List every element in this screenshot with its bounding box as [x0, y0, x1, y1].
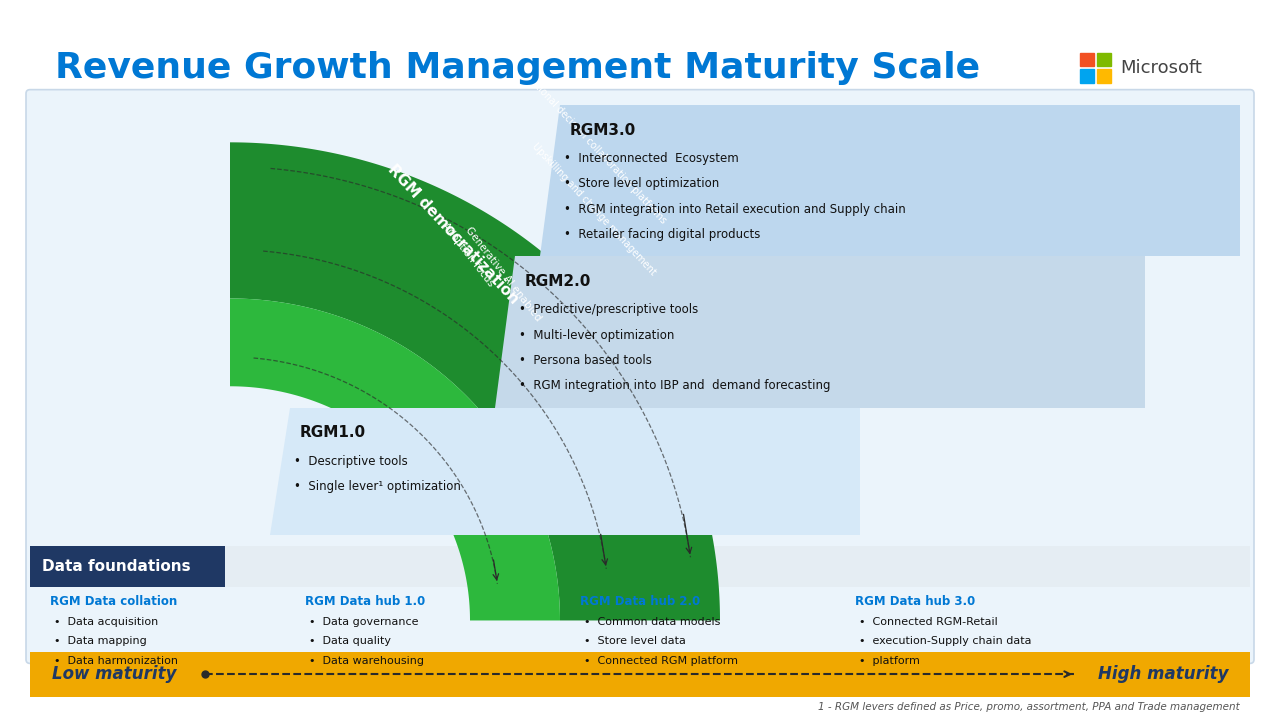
Text: RGM democratization: RGM democratization — [385, 161, 522, 307]
Text: •  Single lever¹ optimization: • Single lever¹ optimization — [294, 480, 461, 493]
Text: •  Common data models: • Common data models — [584, 616, 721, 626]
Text: Microsoft: Microsoft — [1120, 58, 1202, 76]
Text: 1 - RGM levers defined as Price, promo, assortment, PPA and Trade management: 1 - RGM levers defined as Price, promo, … — [818, 702, 1240, 712]
Text: •  Data warehousing: • Data warehousing — [308, 656, 424, 665]
Text: Upskilling and change management: Upskilling and change management — [530, 141, 658, 277]
Text: RGM3.0: RGM3.0 — [570, 123, 636, 138]
Text: •  Interconnected  Ecosystem: • Interconnected Ecosystem — [564, 152, 739, 165]
Bar — [29, 546, 225, 588]
Polygon shape — [230, 143, 719, 621]
Text: Revenue Growth Management Maturity Scale: Revenue Growth Management Maturity Scale — [55, 51, 980, 85]
Text: •  Data mapping: • Data mapping — [54, 636, 147, 646]
Text: •  execution-Supply chain data: • execution-Supply chain data — [859, 636, 1032, 646]
Text: •  RGM integration into IBP and  demand forecasting: • RGM integration into IBP and demand fo… — [518, 379, 831, 392]
Text: •  RGM integration into Retail execution and Supply chain: • RGM integration into Retail execution … — [564, 203, 906, 216]
Text: •  Retailer facing digital products: • Retailer facing digital products — [564, 228, 760, 241]
Text: RGM2.0: RGM2.0 — [525, 274, 591, 289]
Polygon shape — [540, 105, 1240, 256]
Text: •  Data quality: • Data quality — [308, 636, 390, 646]
Text: •  Store level optimization: • Store level optimization — [564, 177, 719, 191]
Bar — [1097, 69, 1111, 83]
Polygon shape — [230, 299, 561, 621]
Polygon shape — [270, 408, 860, 534]
Text: •  Data harmonization: • Data harmonization — [54, 656, 178, 665]
Text: •  Store level data: • Store level data — [584, 636, 686, 646]
Text: •  Persona based tools: • Persona based tools — [518, 354, 652, 367]
Text: •  Data governance: • Data governance — [308, 616, 419, 626]
Bar — [1080, 69, 1094, 83]
Bar — [1097, 53, 1111, 66]
Text: Data foundations: Data foundations — [42, 559, 191, 575]
Text: Cross-functional decision collaboration platforms: Cross-functional decision collaboration … — [498, 44, 668, 225]
Bar — [1080, 53, 1094, 66]
Bar — [29, 546, 1251, 588]
Text: Adoption focus: Adoption focus — [440, 221, 495, 289]
Text: RGM Data hub 2.0: RGM Data hub 2.0 — [580, 595, 700, 608]
Text: •  Connected RGM platform: • Connected RGM platform — [584, 656, 739, 665]
Text: Generative AI enabled: Generative AI enabled — [463, 225, 543, 323]
Polygon shape — [495, 256, 1146, 408]
Bar — [29, 652, 1251, 696]
Text: •  Multi-lever optimization: • Multi-lever optimization — [518, 329, 675, 342]
Text: High maturity: High maturity — [1097, 665, 1228, 683]
Text: •  Data acquisition: • Data acquisition — [54, 616, 159, 626]
Text: •  Predictive/prescriptive tools: • Predictive/prescriptive tools — [518, 303, 699, 316]
Text: •  platform: • platform — [859, 656, 920, 665]
Text: RGM Data hub 3.0: RGM Data hub 3.0 — [855, 595, 975, 608]
FancyBboxPatch shape — [26, 89, 1254, 663]
Text: •  Descriptive tools: • Descriptive tools — [294, 454, 408, 467]
Text: RGM Data hub 1.0: RGM Data hub 1.0 — [305, 595, 425, 608]
Text: RGM1.0: RGM1.0 — [300, 426, 366, 441]
Text: •  Connected RGM-Retail: • Connected RGM-Retail — [859, 616, 997, 626]
Text: RGM Data collation: RGM Data collation — [50, 595, 177, 608]
Text: Low maturity: Low maturity — [52, 665, 177, 683]
